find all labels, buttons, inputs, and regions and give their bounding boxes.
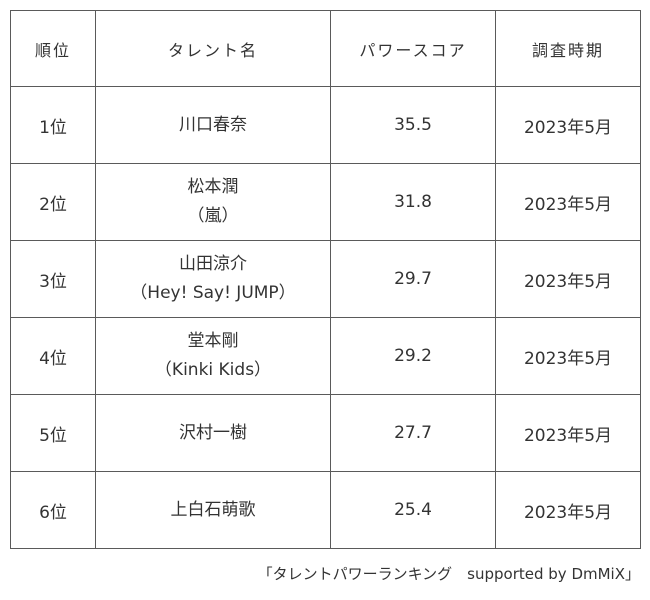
table-row: 6位 上白石萌歌 25.4 2023年5月: [10, 471, 641, 549]
header-cell-name: タレント名: [95, 10, 331, 87]
name-cell: 松本潤 （嵐）: [95, 163, 331, 241]
period-cell: 2023年5月: [495, 317, 641, 395]
period-cell: 2023年5月: [495, 240, 641, 318]
name-cell: 沢村一樹: [95, 394, 331, 472]
rank-cell: 4位: [10, 317, 96, 395]
period-cell: 2023年5月: [495, 471, 641, 549]
header-cell-period: 調査時期: [495, 10, 641, 87]
header-cell-rank: 順位: [10, 10, 96, 87]
table-header-row: 順位 タレント名 パワースコア 調査時期: [10, 10, 641, 87]
table-row: 3位 山田涼介 （Hey! Say! JUMP） 29.7 2023年5月: [10, 240, 641, 318]
table-row: 4位 堂本剛 （Kinki Kids） 29.2 2023年5月: [10, 317, 641, 395]
score-cell: 35.5: [330, 86, 496, 164]
name-cell: 山田涼介 （Hey! Say! JUMP）: [95, 240, 331, 318]
period-cell: 2023年5月: [495, 86, 641, 164]
name-cell: 川口春奈: [95, 86, 331, 164]
table-row: 1位 川口春奈 35.5 2023年5月: [10, 86, 641, 164]
name-cell: 堂本剛 （Kinki Kids）: [95, 317, 331, 395]
rank-cell: 3位: [10, 240, 96, 318]
table-row: 5位 沢村一樹 27.7 2023年5月: [10, 394, 641, 472]
score-cell: 27.7: [330, 394, 496, 472]
rank-cell: 1位: [10, 86, 96, 164]
period-cell: 2023年5月: [495, 163, 641, 241]
rank-cell: 5位: [10, 394, 96, 472]
rank-cell: 2位: [10, 163, 96, 241]
talent-power-ranking-table: 順位 タレント名 パワースコア 調査時期 1位 川口春奈 35.5 2023年5…: [10, 10, 641, 549]
score-cell: 31.8: [330, 163, 496, 241]
score-cell: 29.2: [330, 317, 496, 395]
table-caption: 「タレントパワーランキング supported by DmMiX」: [257, 565, 640, 583]
table-row: 2位 松本潤 （嵐） 31.8 2023年5月: [10, 163, 641, 241]
header-cell-score: パワースコア: [330, 10, 496, 87]
score-cell: 25.4: [330, 471, 496, 549]
score-cell: 29.7: [330, 240, 496, 318]
name-cell: 上白石萌歌: [95, 471, 331, 549]
rank-cell: 6位: [10, 471, 96, 549]
period-cell: 2023年5月: [495, 394, 641, 472]
